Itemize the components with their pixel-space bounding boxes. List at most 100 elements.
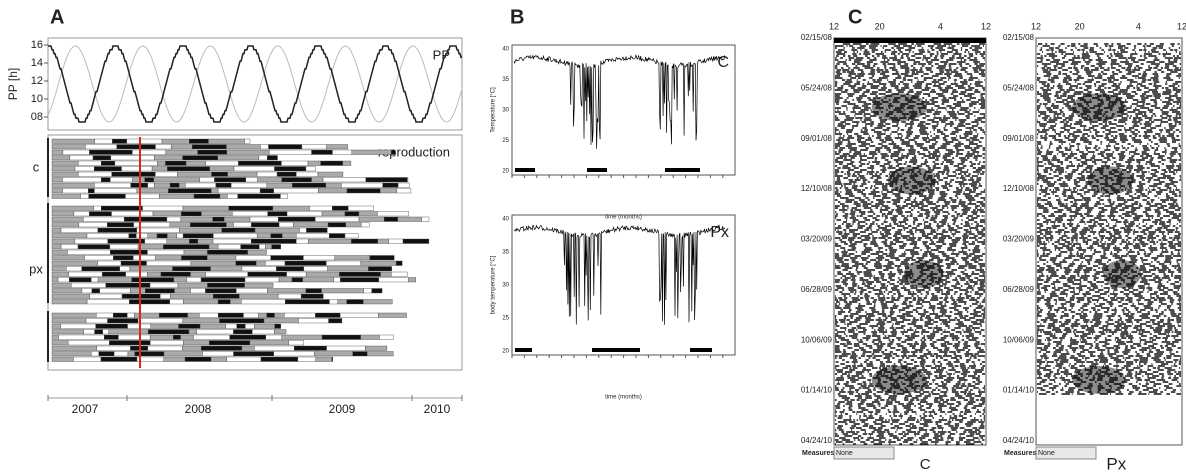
actogram-bar <box>291 277 303 283</box>
actogram-bar <box>185 182 217 188</box>
actogram-bar <box>331 356 333 362</box>
actogram-bar <box>100 356 138 362</box>
actogram-bar <box>89 211 112 217</box>
control-label: Measures: <box>802 450 837 457</box>
actogram-bar <box>77 244 111 250</box>
actogram-bar <box>281 160 309 166</box>
actogram-bar <box>339 312 379 318</box>
actogram-bar <box>78 160 102 166</box>
actogram-bar <box>107 222 134 228</box>
actogram-bar <box>281 177 312 183</box>
actogram-bar <box>51 138 96 144</box>
activity-cluster <box>1103 260 1142 289</box>
actogram-bar <box>184 356 212 362</box>
actogram-bar <box>121 166 153 172</box>
actogram-bar <box>407 177 409 183</box>
x-tick-label: 2009 <box>329 402 356 416</box>
actogram-bar <box>205 288 237 294</box>
actogram-bar <box>305 288 322 294</box>
actogram-bar <box>60 244 79 250</box>
actogram-bar <box>51 233 88 239</box>
actogram-bar <box>77 171 112 177</box>
actogram-bar <box>130 288 146 294</box>
y-tick-label: 25 <box>502 138 509 144</box>
actogram-bar <box>391 149 396 155</box>
actogram-bar <box>196 329 234 335</box>
actogram-bar <box>317 171 344 177</box>
actogram-bar <box>103 334 119 340</box>
select-box[interactable] <box>1035 446 1097 460</box>
actogram-bar <box>129 299 170 305</box>
actogram-bar <box>96 345 131 351</box>
actogram-bar <box>217 244 241 250</box>
actogram-bar <box>205 160 239 166</box>
actogram-bar <box>121 293 161 299</box>
activity-cluster <box>871 365 928 394</box>
y-tick-label: 01/14/10 <box>1003 386 1035 395</box>
actogram-bar <box>51 329 84 335</box>
actogram-bar <box>351 149 392 155</box>
activity-cluster <box>1072 93 1126 122</box>
actogram-bar <box>255 260 266 266</box>
actogram-bar <box>259 188 274 194</box>
actogram-bar <box>211 188 219 194</box>
y-tick-label: 08 <box>31 111 43 123</box>
actogram-bar <box>292 182 327 188</box>
y-tick-label: 40 <box>502 217 509 223</box>
actogram-bar <box>147 182 155 188</box>
header-bar <box>834 38 986 43</box>
y-tick-label: 12/10/08 <box>1003 184 1035 193</box>
actogram-bar <box>67 340 110 346</box>
actogram-bar <box>278 277 293 283</box>
actogram-bar <box>218 312 244 318</box>
actogram-bar <box>80 193 89 199</box>
actogram-bar <box>351 238 378 244</box>
dark-phase-bar <box>515 348 532 352</box>
actogram-bar <box>333 277 341 283</box>
actogram-bar <box>227 193 238 199</box>
actogram-bar <box>51 188 63 194</box>
actogram-bar <box>136 233 149 239</box>
y-tick-label: 05/24/08 <box>801 83 833 92</box>
actogram-bar <box>136 227 180 233</box>
actogram-bar <box>240 244 260 250</box>
select-box[interactable] <box>833 446 895 460</box>
actogram-bar <box>267 288 307 294</box>
actogram-bar <box>153 177 200 183</box>
actogram-bar <box>120 260 147 266</box>
actogram-bar <box>85 144 118 150</box>
trace-tag: C <box>717 54 729 71</box>
actogram-bar <box>207 249 248 255</box>
actogram-bar <box>241 345 255 351</box>
actogram-bar <box>51 345 98 351</box>
actogram-bar <box>265 260 286 266</box>
actogram-bar <box>129 266 173 272</box>
actogram-bar <box>213 293 240 299</box>
y-tick-label: 14 <box>31 57 43 69</box>
actogram-bar <box>321 211 346 217</box>
actogram-bar <box>181 211 202 217</box>
pp-plot-frame <box>47 37 463 131</box>
actogram-bar <box>199 177 215 183</box>
actogram-bar <box>178 323 201 329</box>
actogram-bar <box>159 193 195 199</box>
actogram-bar <box>98 351 115 357</box>
actogram-bar <box>251 222 280 228</box>
actogram-bar <box>83 216 125 222</box>
actogram-bar <box>276 171 297 177</box>
actogram-bar <box>311 149 333 155</box>
actogram-bar <box>219 318 265 324</box>
actogram-bar <box>197 238 214 244</box>
actogram-bar <box>89 293 123 299</box>
activity-cluster <box>887 166 936 195</box>
actogram-bar <box>132 149 167 155</box>
actogram-bar <box>278 216 316 222</box>
actogram-bar <box>227 171 258 177</box>
actogram-bar <box>408 277 416 283</box>
pp-curve-shifted <box>47 45 463 123</box>
y-tick-label: 02/15/08 <box>801 33 833 42</box>
actogram-bar <box>211 171 228 177</box>
actogram-bar <box>69 155 94 161</box>
actogram-bar <box>395 260 403 266</box>
actogram-bar <box>101 160 116 166</box>
